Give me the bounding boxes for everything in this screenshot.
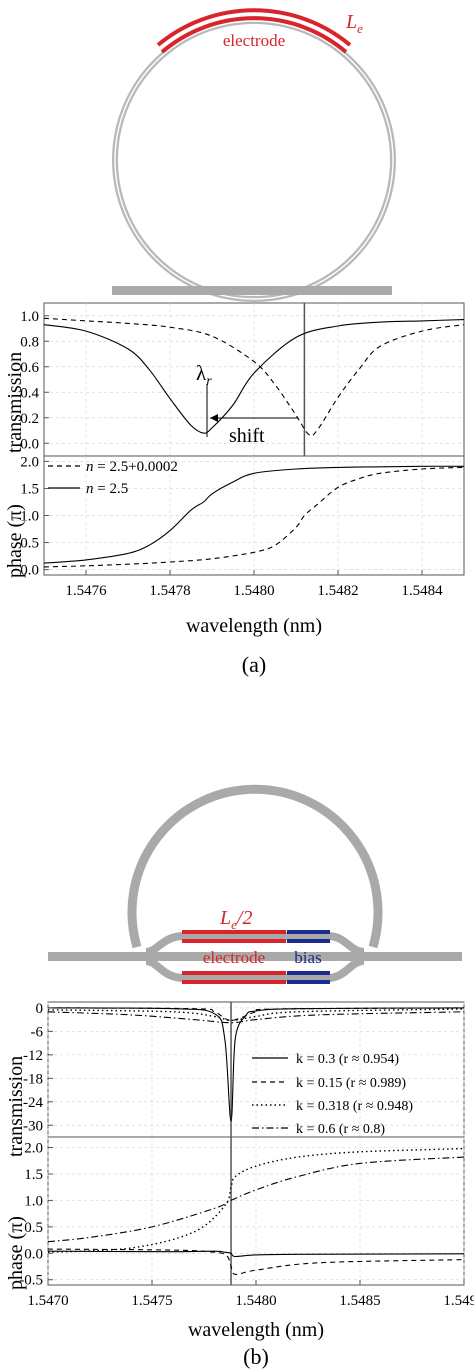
electrode-arc-a xyxy=(156,8,352,47)
b-top-series-dashed xyxy=(47,1007,465,1021)
electrode-top-b xyxy=(182,930,286,934)
ylabel-b-transmission: transmission xyxy=(5,1056,27,1157)
b-bot-ytick-label: 0.0 xyxy=(24,1246,43,1262)
a-top-ytick-label: 0.0 xyxy=(20,436,39,452)
a-bot-ytick-label: 1.5 xyxy=(20,481,39,497)
b-bot-ytick-label: 1.5 xyxy=(24,1167,43,1183)
b-bot-xtick-label: 1.5475 xyxy=(131,1293,172,1309)
loop-diagram-b: Le/2 electrode bias xyxy=(48,784,462,984)
b-top-ytick-label: -30 xyxy=(23,1118,43,1134)
legend-b: k = 0.3 (r ≈ 0.954) k = 0.15 (r ≈ 0.989)… xyxy=(252,1052,413,1137)
a-bot-series-solid xyxy=(43,465,465,564)
a-top-ytick-label: 0.4 xyxy=(20,385,39,401)
ylabel-b-phase: phase (π) xyxy=(5,1216,27,1290)
chart-a-bottom: 0.0 0.5 1.0 1.5 2.0 1.5476 1.5478 1.5480 1.5482… xyxy=(20,454,465,599)
bias-bottom-b xyxy=(287,980,330,984)
bus-waveguide-b xyxy=(48,952,462,961)
b-bot-series-dashed xyxy=(47,1248,465,1276)
a-top-ytick-label: 0.8 xyxy=(20,334,39,350)
b-bot-xtick-label: 1.5480 xyxy=(235,1293,276,1309)
b-bot-ytick-label: -0.5 xyxy=(19,1273,43,1289)
electrode-label-a: electrode xyxy=(223,31,285,50)
a-bot-xtick-label: 1.5482 xyxy=(317,583,358,599)
b-bot-ytick-label: 0.5 xyxy=(24,1220,43,1236)
b-bot-xtick-label: 1.5490 xyxy=(443,1293,474,1309)
electrode-bottom-b xyxy=(182,980,286,984)
b-top-ytick-label: -24 xyxy=(23,1095,43,1111)
legend-a: n = 2.5+0.0002 n = 2.5 xyxy=(48,459,178,497)
a-top-ytick-label: 0.2 xyxy=(20,411,39,427)
a-bot-ytick-label: 1.0 xyxy=(20,509,39,525)
b-top-ytick-label: -6 xyxy=(31,1024,44,1040)
legend-a-item-1: n = 2.5+0.0002 xyxy=(86,459,178,475)
legend-b-item-2: k = 0.15 (r ≈ 0.989) xyxy=(296,1076,406,1091)
caption-b: (b) xyxy=(243,1344,269,1369)
electrode-label-b: electrode xyxy=(203,948,265,967)
b-bot-xtick-label: 1.5470 xyxy=(27,1293,68,1309)
a-top-ytick-label: 0.6 xyxy=(20,360,39,376)
legend-b-item-4: k = 0.6 (r ≈ 0.8) xyxy=(296,1122,385,1137)
legend-b-item-3: k = 0.318 (r ≈ 0.948) xyxy=(296,1099,413,1114)
legend-b-item-1: k = 0.3 (r ≈ 0.954) xyxy=(296,1052,399,1067)
a-bot-ytick-label: 0.5 xyxy=(20,536,39,552)
shift-label: shift xyxy=(229,425,265,447)
xlabel-b: wavelength (nm) xyxy=(188,1319,324,1341)
ring-waveguide-a xyxy=(112,18,396,302)
bus-waveguide-a xyxy=(112,286,392,295)
b-top-ytick-label: -12 xyxy=(23,1048,43,1064)
ylabel-a-transmission: transmission xyxy=(4,352,26,453)
lambda-r-label: λr xyxy=(196,361,212,389)
bias-top-b xyxy=(287,930,330,934)
a-bot-series-dashed xyxy=(43,466,465,568)
caption-a: (a) xyxy=(242,652,266,677)
a-bot-xtick-label: 1.5476 xyxy=(65,583,107,599)
chart-b-bottom: 2.0 1.5 1.0 0.5 0.0 -0.5 1.5470 1.5475 1.5480 1.… xyxy=(19,1136,474,1309)
a-bot-xtick-label: 1.5480 xyxy=(233,583,274,599)
b-bot-ytick-label: 2.0 xyxy=(24,1141,43,1157)
bias-label-b: bias xyxy=(294,948,321,967)
a-bot-ytick-label: 0.0 xyxy=(20,563,39,579)
chart-b-top: 0 -6 -12 -18 -24 -30 k = 0.3 (r ≈ 0.954) k = … xyxy=(23,1001,465,1138)
b-top-ytick-label: 0 xyxy=(36,1001,44,1017)
a-bot-xtick-label: 1.5478 xyxy=(149,583,190,599)
b-bot-series-dashdot xyxy=(47,1156,465,1243)
a-bot-ytick-label: 2.0 xyxy=(20,454,39,470)
a-top-series-solid xyxy=(43,319,465,434)
b-bot-ytick-label: 1.0 xyxy=(24,1193,43,1209)
xlabel-a: wavelength (nm) xyxy=(186,615,322,637)
ylabel-a-phase: phase (π) xyxy=(4,504,26,578)
b-top-series-dashdot xyxy=(47,1011,465,1024)
legend-a-item-2: n = 2.5 xyxy=(86,481,128,497)
b-bot-xtick-label: 1.5485 xyxy=(339,1293,380,1309)
a-bot-xtick-label: 1.5484 xyxy=(401,583,443,599)
length-label-b: Le/2 xyxy=(219,907,252,932)
electrode-length-label-a: Le xyxy=(345,11,363,36)
chart-a-top: 0.0 0.2 0.4 0.6 0.8 1.0 λr shift xyxy=(20,302,465,457)
a-top-ytick-label: 1.0 xyxy=(20,309,39,325)
loop-waveguide-b xyxy=(127,784,383,949)
b-top-ytick-label: -18 xyxy=(23,1071,43,1087)
b-bot-series-solid xyxy=(47,1250,465,1258)
ring-diagram-a: electrode Le xyxy=(112,8,396,302)
a-top-series-dashed xyxy=(43,317,465,437)
